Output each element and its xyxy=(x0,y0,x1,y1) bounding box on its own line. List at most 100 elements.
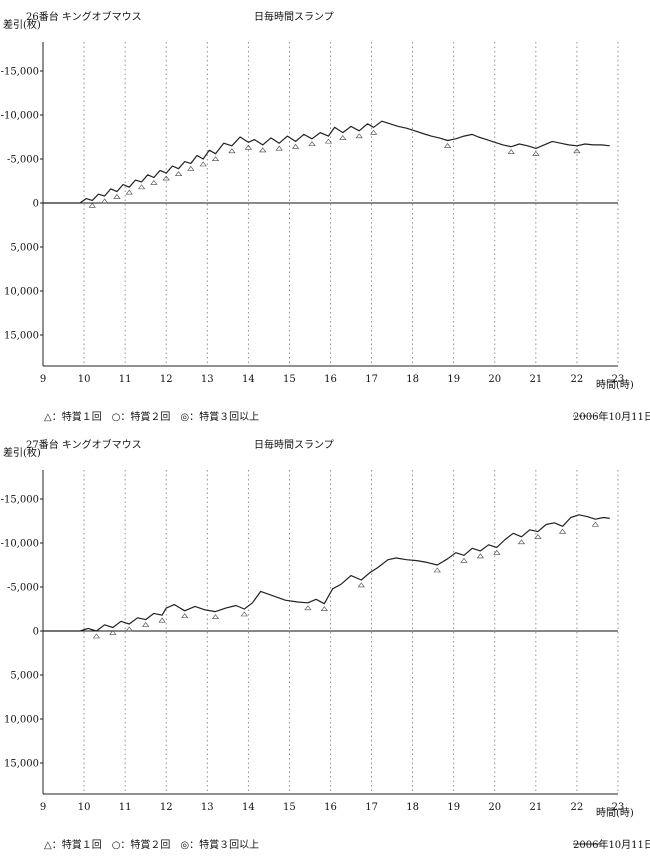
bonus-marker xyxy=(240,611,248,617)
bonus-marker xyxy=(259,147,267,153)
x-tick-label: 18 xyxy=(406,802,419,813)
y-tick-label: 10,000 xyxy=(4,287,39,298)
y-tick-label: 5,000 xyxy=(10,671,39,682)
bonus-marker xyxy=(109,629,117,635)
series-legend-date: 2006年10月11日 xyxy=(573,840,650,851)
x-tick-label: 14 xyxy=(242,802,255,813)
x-tick-label: 10 xyxy=(78,802,91,813)
y-tick-label: 5,000 xyxy=(10,243,39,254)
bonus-marker xyxy=(113,194,121,199)
slump-chart-panel-1: 9 10 11 12 13 14 15 16 17 18 19 20 21 22 23 -15,000 -10,… xyxy=(0,0,650,428)
x-tick-label: 18 xyxy=(406,374,419,385)
slump-chart-panel-2: 9 10 11 12 13 14 15 16 17 18 19 20 21 22 23 -15,000 -10,… xyxy=(0,428,650,856)
y-tick-label: -10,000 xyxy=(1,539,39,550)
bonus-marker xyxy=(137,184,146,190)
y-tick-label: 0 xyxy=(33,627,39,638)
legend-line-icon xyxy=(573,843,601,845)
bonus-marker xyxy=(304,605,312,611)
bonus-marker xyxy=(228,148,236,154)
y-axis-label: 差引(枚) xyxy=(3,20,41,31)
marker-legend: △：特賞１回 ○：特賞２回 ◎：特賞３回以上 xyxy=(44,840,260,851)
bonus-marker xyxy=(187,165,195,171)
bonus-marker xyxy=(291,143,300,149)
x-tick-label: 19 xyxy=(447,374,460,385)
bonus-marker xyxy=(211,614,220,619)
bonus-marker xyxy=(324,138,333,144)
x-tick-label: 9 xyxy=(40,802,46,813)
x-tick-label: 22 xyxy=(571,802,584,813)
bonus-marker xyxy=(92,633,100,639)
bonus-marker xyxy=(558,528,567,534)
x-tick-label: 11 xyxy=(119,802,132,813)
y-axis-label: 差引(枚) xyxy=(3,448,41,459)
x-tick-label: 10 xyxy=(78,374,91,385)
x-tick-label: 23 xyxy=(612,802,625,813)
x-tick-label: 16 xyxy=(324,374,337,385)
x-tick-label: 15 xyxy=(283,374,296,385)
x-tick-label: 20 xyxy=(488,802,501,813)
x-axis-label: 時間(時) xyxy=(596,808,634,819)
machine-label: 27番台 キングオブマウス xyxy=(26,440,142,451)
bonus-marker xyxy=(507,149,515,154)
bonus-marker xyxy=(275,145,283,151)
x-tick-label: 20 xyxy=(488,374,501,385)
bonus-marker xyxy=(125,189,133,195)
x-tick-label: 11 xyxy=(119,374,132,385)
x-tick-label: 16 xyxy=(324,802,337,813)
bonus-marker xyxy=(101,198,109,204)
x-tick-label: 17 xyxy=(365,374,378,385)
y-tick-label: 0 xyxy=(33,199,39,210)
bonus-marker xyxy=(476,553,485,559)
bonus-marker xyxy=(591,521,600,527)
y-tick-label: -5,000 xyxy=(7,155,39,166)
marker-legend: △：特賞１回 ○：特賞２回 ◎：特賞３回以上 xyxy=(44,412,260,423)
y-tick-label: -10,000 xyxy=(1,111,39,122)
bonus-marker xyxy=(320,606,328,612)
bonus-marker xyxy=(357,582,365,588)
bonus-marker xyxy=(517,539,526,545)
bonus-marker xyxy=(181,613,189,619)
x-tick-label: 9 xyxy=(40,374,46,385)
x-tick-label: 12 xyxy=(160,374,173,385)
x-tick-label: 19 xyxy=(447,802,460,813)
x-tick-label: 13 xyxy=(201,374,214,385)
x-tick-label: 21 xyxy=(529,374,542,385)
y-tick-label: -15,000 xyxy=(1,495,39,506)
series-legend: 2006年10月11日 xyxy=(573,412,650,424)
bonus-marker xyxy=(573,148,581,154)
x-tick-label: 13 xyxy=(201,802,214,813)
y-tick-label: 10,000 xyxy=(4,715,39,726)
bonus-marker xyxy=(211,156,220,162)
series-legend-date: 2006年10月11日 xyxy=(573,412,650,423)
y-tick-label: 15,000 xyxy=(4,331,39,342)
bonus-marker xyxy=(493,549,501,555)
bonus-marker xyxy=(460,557,468,563)
bonus-marker xyxy=(142,622,150,627)
bonus-marker xyxy=(355,133,363,139)
x-tick-label: 22 xyxy=(571,374,584,385)
bonus-marker xyxy=(308,141,316,147)
bonus-marker xyxy=(433,567,441,573)
bonus-marker xyxy=(162,175,170,181)
y-tick-label: 15,000 xyxy=(4,759,39,770)
bonus-marker xyxy=(339,135,347,140)
legend-line-icon xyxy=(573,415,601,417)
series-legend: 2006年10月11日 xyxy=(573,840,650,852)
chart-title: 日毎時間スランプ xyxy=(254,440,334,451)
bonus-marker xyxy=(534,534,542,539)
slump-chart-2: 9 10 11 12 13 14 15 16 17 18 19 20 21 22 23 -15,000 -10,… xyxy=(1,470,625,813)
bonus-marker xyxy=(158,617,166,623)
x-tick-label: 14 xyxy=(242,374,255,385)
slump-chart-1: 9 10 11 12 13 14 15 16 17 18 19 20 21 22 23 -15,000 -10,… xyxy=(1,42,624,385)
series-line xyxy=(43,514,610,632)
bonus-marker xyxy=(370,129,378,135)
x-tick-label: 21 xyxy=(529,802,542,813)
x-tick-label: 17 xyxy=(365,802,378,813)
x-tick-label: 15 xyxy=(283,802,296,813)
bonus-marker xyxy=(199,161,207,167)
bonus-marker xyxy=(150,179,158,185)
bonus-marker xyxy=(174,171,183,176)
x-tick-label: 12 xyxy=(160,802,173,813)
series-line xyxy=(43,120,610,204)
bonus-marker xyxy=(443,143,452,148)
